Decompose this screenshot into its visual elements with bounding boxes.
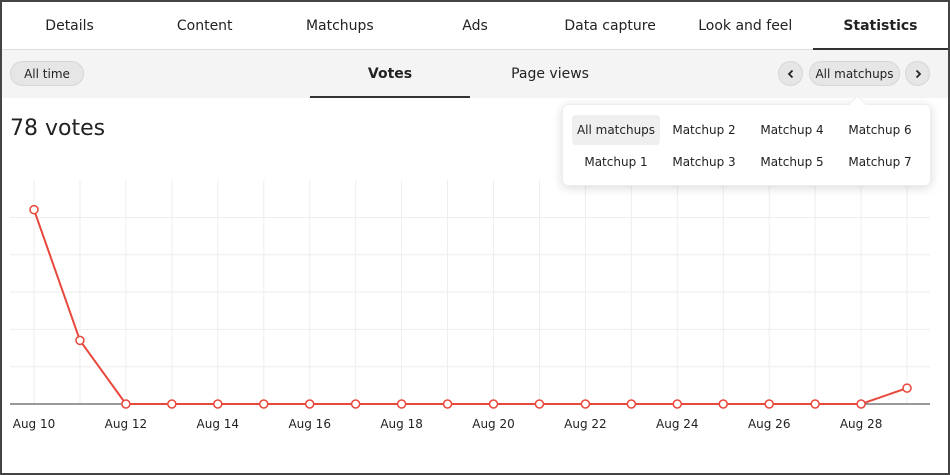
tab-look-and-feel[interactable]: Look and feel bbox=[698, 17, 793, 34]
chevron-right-icon bbox=[915, 69, 921, 78]
data-point bbox=[626, 399, 637, 409]
prev-matchup-button[interactable] bbox=[778, 61, 803, 86]
votes-chart: Aug 10 Aug 12 Aug 14 Aug 16 Aug 18 Aug 20 Aug … bbox=[10, 180, 930, 431]
subtab-page-views[interactable]: Page views bbox=[511, 66, 589, 82]
dropdown-option-matchup-3[interactable]: Matchup 3 bbox=[672, 155, 736, 169]
x-tick-label: Aug 20 bbox=[472, 417, 515, 431]
tab-ads[interactable]: Ads bbox=[462, 17, 488, 34]
data-point bbox=[488, 399, 499, 409]
dropdown-option-matchup-7[interactable]: Matchup 7 bbox=[848, 155, 912, 169]
data-point bbox=[672, 399, 683, 409]
x-tick-label: Aug 10 bbox=[13, 417, 56, 431]
data-point bbox=[304, 399, 315, 409]
stats-toolbar: All time Votes Page views All matchups bbox=[2, 50, 948, 98]
chart-grid bbox=[10, 180, 930, 404]
x-tick-label: Aug 16 bbox=[288, 417, 331, 431]
subtab-votes[interactable]: Votes bbox=[310, 50, 470, 98]
data-point bbox=[259, 399, 269, 409]
next-matchup-button[interactable] bbox=[905, 61, 930, 86]
data-point bbox=[29, 204, 39, 215]
x-tick-label: Aug 22 bbox=[564, 417, 607, 431]
x-tick-label: Aug 28 bbox=[840, 417, 883, 431]
data-point bbox=[902, 383, 912, 393]
x-tick-label: Aug 26 bbox=[748, 417, 791, 431]
x-tick-label: Aug 12 bbox=[105, 417, 148, 431]
dropdown-option-matchup-6[interactable]: Matchup 6 bbox=[848, 123, 912, 137]
main-tabs: Details Content Matchups Ads Data captur… bbox=[2, 2, 948, 50]
dropdown-option-matchup-5[interactable]: Matchup 5 bbox=[760, 155, 824, 169]
data-point bbox=[718, 399, 728, 409]
data-point bbox=[442, 399, 453, 409]
dropdown-option-matchup-4[interactable]: Matchup 4 bbox=[760, 123, 824, 137]
x-tick-label: Aug 18 bbox=[380, 417, 423, 431]
data-point bbox=[167, 399, 177, 409]
dropdown-option-matchup-2[interactable]: Matchup 2 bbox=[672, 123, 736, 137]
tab-data-capture[interactable]: Data capture bbox=[564, 17, 656, 34]
data-point bbox=[810, 399, 820, 409]
matchup-selector[interactable]: All matchups bbox=[809, 61, 900, 86]
tab-statistics[interactable]: Statistics bbox=[812, 2, 948, 50]
time-filter-button[interactable]: All time bbox=[10, 61, 84, 86]
data-point bbox=[764, 399, 774, 409]
dropdown-option-all-matchups[interactable]: All matchups bbox=[572, 115, 660, 145]
dropdown-option-matchup-1[interactable]: Matchup 1 bbox=[584, 155, 648, 169]
x-tick-label: Aug 24 bbox=[656, 417, 699, 431]
tab-matchups[interactable]: Matchups bbox=[305, 17, 374, 34]
data-point bbox=[350, 399, 361, 409]
data-point bbox=[213, 399, 223, 409]
votes-count: 78 votes bbox=[10, 116, 106, 141]
data-point bbox=[534, 399, 545, 409]
matchup-dropdown: All matchups Matchup 2 Matchup 4 Matchup… bbox=[562, 104, 931, 186]
votes-series-line bbox=[33, 209, 908, 405]
chart-series bbox=[29, 204, 912, 409]
data-point bbox=[75, 335, 85, 346]
chevron-left-icon bbox=[787, 69, 793, 78]
tab-details[interactable]: Details bbox=[45, 17, 94, 34]
tab-content[interactable]: Content bbox=[176, 17, 233, 34]
chart-x-ticks: Aug 10 Aug 12 Aug 14 Aug 16 Aug 18 Aug 20 Aug … bbox=[13, 417, 883, 431]
data-point bbox=[396, 399, 407, 409]
data-point bbox=[580, 399, 591, 409]
x-tick-label: Aug 14 bbox=[197, 417, 240, 431]
data-point bbox=[121, 399, 131, 409]
data-point bbox=[856, 399, 866, 409]
